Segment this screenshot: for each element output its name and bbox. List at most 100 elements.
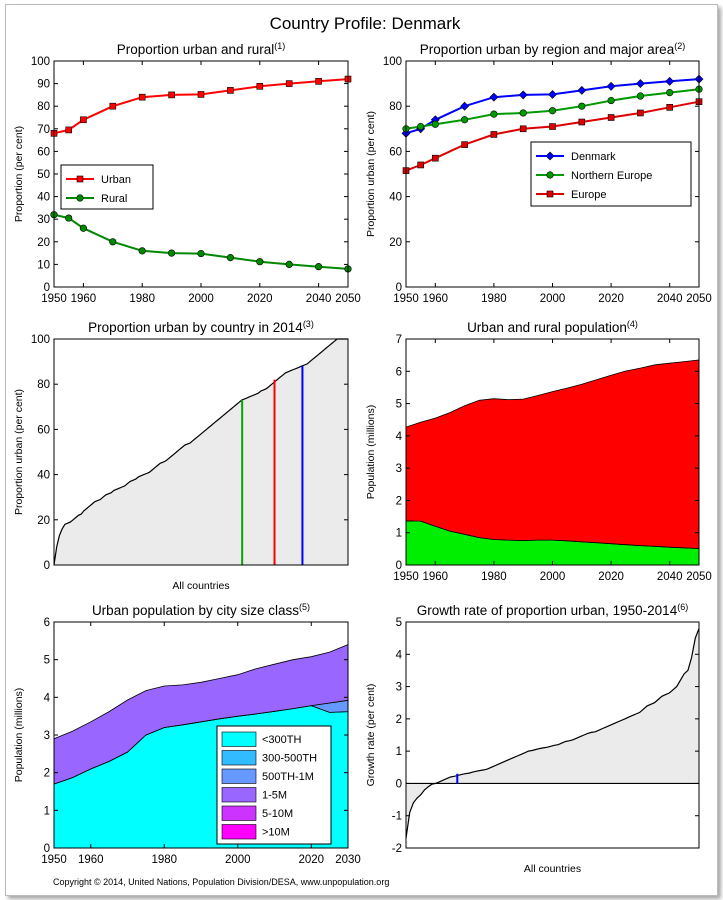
c2-legend-marker xyxy=(546,190,554,198)
c1-legend-label: Rural xyxy=(101,193,127,205)
c5-ytick-label: 0 xyxy=(44,843,50,855)
c2-ytick-label: 80 xyxy=(389,101,402,113)
c6-ytick-label: 0 xyxy=(396,778,402,790)
c3-ytick-label: 0 xyxy=(44,560,50,572)
page-title: Country Profile: Denmark xyxy=(270,14,461,33)
c2-series-0-point xyxy=(489,92,499,102)
c5-chart: Urban population by city size class(5) Po… xyxy=(13,602,361,866)
c1-series-1-point xyxy=(168,249,176,257)
c2-series-1-point xyxy=(490,110,498,118)
c3-chart: Proportion urban by country in 2014(3)Pr… xyxy=(13,319,349,592)
c6-title: Growth rate of proportion urban, 1950-20… xyxy=(417,602,688,618)
c1-series-0-point xyxy=(168,91,175,99)
c4-ylabel: Population (millions) xyxy=(365,405,377,500)
c2-xtick-label: 1980 xyxy=(481,293,507,305)
c2-legend-label: Denmark xyxy=(571,151,616,163)
c4-xtick-label: 1960 xyxy=(423,571,449,583)
c2-ytick-label: 60 xyxy=(389,146,402,158)
c2-series-1-point xyxy=(461,116,469,124)
c1-series-1-point xyxy=(285,260,293,269)
c2-series-0-point xyxy=(606,81,616,91)
c5-legend-swatch xyxy=(221,787,257,803)
c1-ytick-label: 0 xyxy=(44,282,50,294)
c5-legend-label: 5-10M xyxy=(262,808,293,820)
c5-legend-label: 300-500TH xyxy=(262,753,317,765)
c2-series-2-point xyxy=(461,141,468,148)
c1-series-0-point xyxy=(285,80,293,87)
c5-legend-swatch xyxy=(221,805,257,821)
c1-series-1-point xyxy=(226,254,234,262)
c5-xtick-label: 2000 xyxy=(225,854,251,866)
c1-series-1-point xyxy=(315,263,323,271)
c1-title-footnote: (1) xyxy=(274,41,285,51)
c1-xtick-label: 1950 xyxy=(41,293,67,305)
c3-title-footnote: (3) xyxy=(303,319,314,329)
profile-frame: Country Profile: Denmark Copyright © 201… xyxy=(5,4,718,896)
c6-ytick-label: 4 xyxy=(396,649,403,661)
c1-series-0-point xyxy=(197,91,205,98)
c6-chart: Growth rate of proportion urban, 1950-20… xyxy=(365,602,700,875)
c2-xtick-label: 2020 xyxy=(598,293,624,305)
c5-title: Urban population by city size class(5) xyxy=(92,602,310,618)
c2-series-1-point xyxy=(578,102,586,110)
c5-legend-label: >10M xyxy=(262,827,290,839)
c3-title-text: Proportion urban by country in 2014 xyxy=(88,320,303,335)
c1-xtick-label: 1980 xyxy=(129,293,155,305)
c4-xtick-label: 1950 xyxy=(393,571,419,583)
c1-title: Proportion urban and rural(1) xyxy=(117,41,286,57)
c2-series-1-point xyxy=(417,122,425,131)
c4-ytick-label: 3 xyxy=(396,463,402,475)
c1-series-0-point xyxy=(80,116,87,124)
c4-xtick-label: 2020 xyxy=(598,571,624,583)
c3-xlabel: All countries xyxy=(172,580,229,592)
c2-series-2-point xyxy=(666,104,674,111)
c3-area xyxy=(54,339,348,565)
c6-curve xyxy=(405,628,700,839)
c4-series-urban-area xyxy=(405,359,700,549)
c1-series-0-point xyxy=(109,102,117,110)
c2-series-0-point xyxy=(665,76,675,86)
c1-series-1-point xyxy=(256,258,264,266)
c5-ytick-label: 4 xyxy=(44,692,51,704)
c2-series-2-point xyxy=(519,125,527,133)
c2-series-2-point xyxy=(549,123,556,130)
c6-plot-border xyxy=(405,621,700,849)
c5-ytick-label: 1 xyxy=(44,805,50,817)
c6-title-footnote: (6) xyxy=(677,602,688,612)
c2-ytick-label: 0 xyxy=(396,282,402,294)
c3-ytick-label: 20 xyxy=(37,515,50,527)
c2-legend-marker xyxy=(546,171,554,179)
c3-plot-border xyxy=(53,338,349,566)
c5-ylabel: Population (millions) xyxy=(13,688,25,783)
c1-xtick-label: 2040 xyxy=(306,293,332,305)
c2-series-1-point xyxy=(548,107,557,115)
c1-series-1-point xyxy=(138,247,146,255)
c2-xtick-label: 2040 xyxy=(657,293,683,305)
c4-chart: Urban and rural population(4) Population … xyxy=(365,319,712,583)
c3-ytick-label: 60 xyxy=(37,424,50,436)
c1-title-text: Proportion urban and rural xyxy=(117,42,275,57)
c5-title-text: Urban population by city size class xyxy=(92,603,299,618)
c1-series-0-line xyxy=(53,78,349,135)
c2-ytick-label: 100 xyxy=(383,56,402,68)
c1-xtick-label: 2050 xyxy=(335,293,361,305)
copyright-text: Copyright © 2014, United Nations, Popula… xyxy=(53,877,389,887)
c2-xtick-label: 1950 xyxy=(393,293,419,305)
c5-legend-swatch xyxy=(221,824,257,840)
c1-series-0-point xyxy=(65,126,73,134)
c5-xtick-label: 1960 xyxy=(78,854,104,866)
c2-series-2-point xyxy=(637,109,644,117)
c2-series-1-point xyxy=(666,89,674,97)
c2-title-text: Proportion urban by region and major are… xyxy=(420,42,675,57)
c1-series-0-point xyxy=(227,87,234,94)
c1-ytick-label: 30 xyxy=(37,214,50,226)
c2-legend-marker xyxy=(545,151,555,161)
c3-ytick-label: 40 xyxy=(37,470,50,482)
c1-legend-label: Urban xyxy=(101,174,131,186)
c1-series-1-point xyxy=(109,238,117,246)
c4-title: Urban and rural population(4) xyxy=(467,319,638,335)
c2-chart: Proportion urban by region and major are… xyxy=(365,41,712,305)
c4-ytick-label: 5 xyxy=(396,399,402,411)
c5-legend-swatch xyxy=(221,750,257,766)
c3-ytick-label: 80 xyxy=(37,379,50,391)
